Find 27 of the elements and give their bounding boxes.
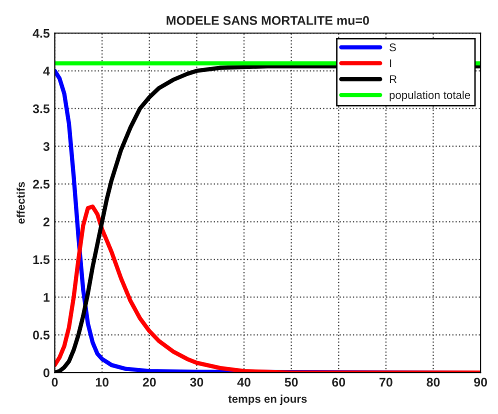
legend-label: S	[390, 43, 396, 52]
x-tick-label: 50	[284, 378, 298, 387]
x-tick-label: 40	[237, 378, 250, 387]
y-axis-title: effectifs	[16, 182, 25, 224]
x-tick-label: 0	[52, 378, 58, 387]
y-tick-label: 1	[44, 293, 50, 302]
x-axis-title: temps en jours	[228, 394, 307, 406]
legend-label: population totale	[390, 90, 470, 102]
x-tick-label: 90	[474, 378, 488, 387]
legend-label: I	[390, 59, 392, 68]
y-tick-label: 2	[43, 218, 50, 226]
x-tick-label: 30	[190, 378, 204, 387]
y-tick-label: 3	[43, 142, 50, 151]
x-tick-label: 20	[142, 378, 156, 387]
x-tick-label: 80	[426, 378, 440, 387]
x-tick-label: 60	[332, 378, 346, 387]
y-tick-label: 4	[43, 66, 50, 76]
y-tick-label: 4.5	[32, 29, 50, 38]
y-tick-label: 0	[43, 368, 50, 378]
y-tick-label: 0.5	[33, 330, 50, 340]
y-tick-label: 3.5	[32, 104, 50, 114]
x-tick-label: 70	[380, 378, 392, 387]
x-tick-label: 10	[96, 378, 109, 387]
y-tick-label: 2.5	[32, 180, 50, 189]
y-tick-label: 1.5	[33, 255, 50, 264]
chart-title: MODELE SANS MORTALITE mu=0	[166, 16, 369, 25]
legend-label: R	[390, 75, 397, 83]
